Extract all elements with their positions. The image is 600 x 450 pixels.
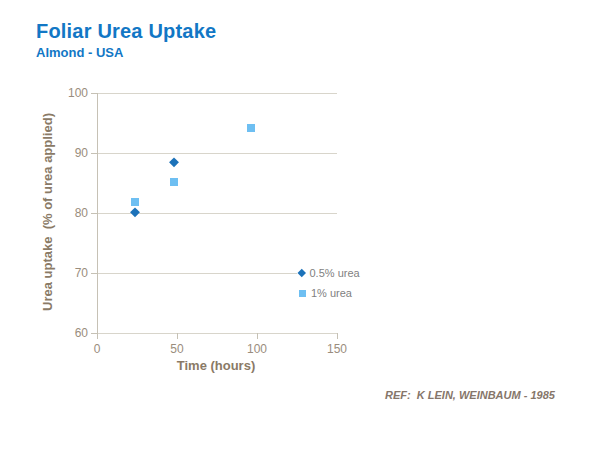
reference-text: REF: K LEIN, WEINBAUM - 1985	[385, 389, 555, 401]
scatter-chart: Urea uptake (% of urea applied) Time (ho…	[0, 0, 600, 450]
legend-square-icon	[299, 290, 306, 297]
data-point-square	[247, 124, 255, 132]
x-tick-mark	[337, 333, 338, 339]
x-tick-mark	[97, 333, 98, 339]
data-point-square	[170, 178, 178, 186]
x-tick-label: 0	[72, 341, 122, 357]
x-tick-label: 100	[232, 341, 282, 357]
slide: Foliar Urea Uptake Almond - USA Urea upt…	[0, 0, 600, 450]
x-tick-label: 50	[152, 341, 202, 357]
legend-diamond-icon	[298, 269, 306, 277]
data-point-square	[131, 198, 139, 206]
legend-label: 0.5% urea	[310, 267, 360, 279]
x-tick-label: 150	[312, 341, 362, 357]
y-axis-title: Urea uptake (% of urea applied)	[40, 113, 55, 311]
legend-item: 1% urea	[297, 285, 356, 301]
y-tick-label: 60	[56, 325, 88, 341]
x-tick-mark	[177, 333, 178, 339]
gridline	[97, 333, 337, 334]
x-tick-mark	[257, 333, 258, 339]
y-tick-label: 90	[56, 145, 88, 161]
legend-label: 1% urea	[311, 287, 352, 299]
data-point-diamond	[169, 157, 178, 166]
y-tick-label: 100	[56, 85, 88, 101]
gridline	[97, 153, 337, 154]
legend-item: 0.5% urea	[297, 265, 364, 281]
y-tick-label: 70	[56, 265, 88, 281]
gridline	[97, 93, 337, 94]
y-tick-label: 80	[56, 205, 88, 221]
x-axis-title: Time (hours)	[177, 358, 256, 373]
y-axis-line	[97, 93, 98, 333]
data-point-diamond	[131, 207, 140, 216]
